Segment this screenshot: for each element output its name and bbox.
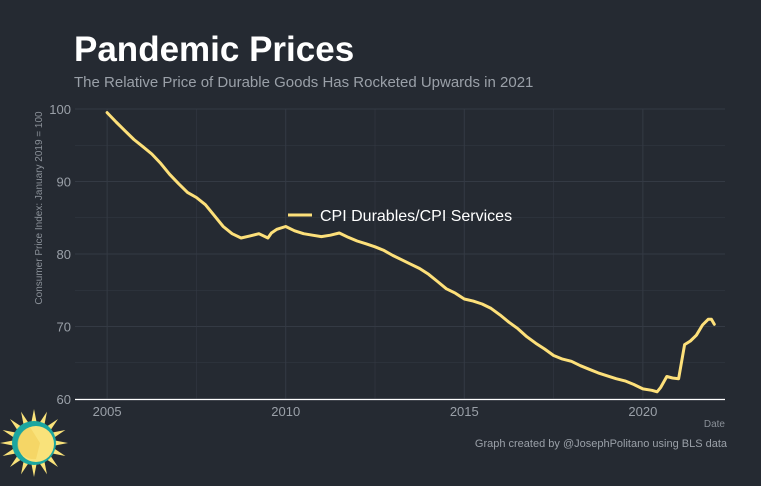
- y-tick-label: 60: [57, 392, 71, 407]
- sun-icon: [0, 409, 68, 477]
- chart-title: Pandemic Prices: [74, 30, 355, 69]
- y-tick-label: 90: [57, 175, 71, 190]
- x-tick-label: 2020: [628, 404, 657, 419]
- legend-label: CPI Durables/CPI Services: [320, 208, 512, 225]
- y-tick-label: 100: [49, 102, 71, 117]
- y-tick-label: 70: [57, 320, 71, 335]
- y-tick-label: 80: [57, 247, 71, 262]
- series-lines: [105, 111, 716, 394]
- source-caption: Graph created by @JosephPolitano using B…: [474, 438, 727, 450]
- series-line: [105, 111, 716, 394]
- x-tick-labels: 2005 2010 2015 2020: [93, 404, 658, 419]
- x-tick-label: 2005: [93, 404, 122, 419]
- sun-ray: [0, 440, 15, 446]
- grid-lines: [75, 108, 725, 400]
- x-tick-label: 2010: [271, 404, 300, 419]
- y-axis-title: Consumer Price Index: January 2019 = 100: [34, 111, 45, 305]
- x-axis-title: Date: [704, 419, 726, 430]
- sun-ray: [53, 440, 68, 446]
- chart-subtitle: The Relative Price of Durable Goods Has …: [74, 74, 534, 91]
- legend: CPI Durables/CPI Services: [288, 208, 512, 225]
- y-tick-labels: 60 70 80 90 100: [49, 102, 71, 407]
- x-tick-label: 2015: [450, 404, 479, 419]
- sun-ray: [31, 462, 37, 477]
- sun-ray: [31, 409, 37, 424]
